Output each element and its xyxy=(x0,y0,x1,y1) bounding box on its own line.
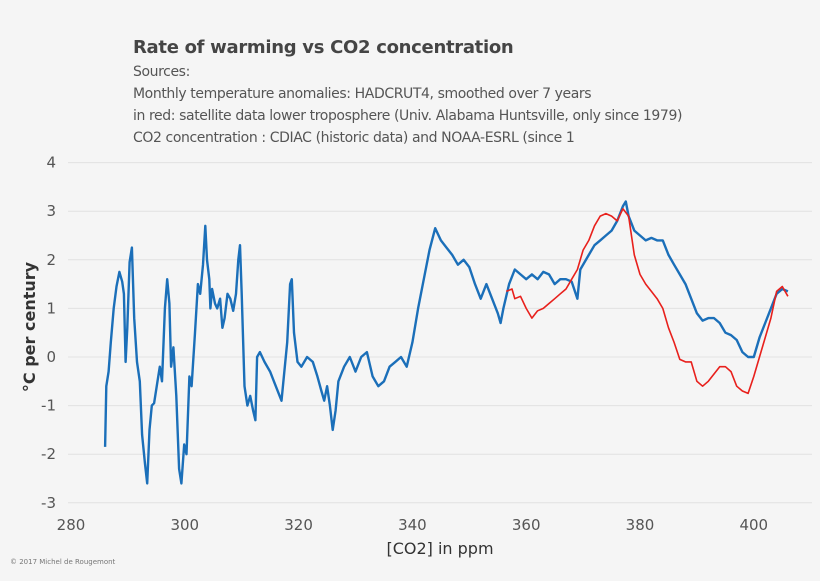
x-tick-label: 380 xyxy=(626,516,655,534)
y-axis-label: °C per century xyxy=(20,261,39,392)
x-tick-label: 300 xyxy=(170,516,199,534)
x-tick-label: 320 xyxy=(284,516,313,534)
x-tick-label: 280 xyxy=(57,516,86,534)
y-tick-label: 2 xyxy=(46,251,56,269)
subtitle-line: Monthly temperature anomalies: HADCRUT4,… xyxy=(133,86,592,102)
y-tick-label: 1 xyxy=(46,299,56,317)
x-tick-label: 400 xyxy=(739,516,768,534)
series-line-hadcrut xyxy=(103,200,789,485)
y-tick-label: 0 xyxy=(46,348,56,366)
x-tick-label: 340 xyxy=(398,516,427,534)
series-line-satellite xyxy=(505,208,789,395)
y-tick-label: -2 xyxy=(41,445,56,463)
y-tick-label: -1 xyxy=(41,397,56,415)
subtitle-line: CO2 concentration : CDIAC (historic data… xyxy=(133,130,575,146)
subtitle-line: in red: satellite data lower troposphere… xyxy=(133,108,683,124)
x-axis-label: [CO2] in ppm xyxy=(386,539,493,558)
y-tick-label: 4 xyxy=(46,154,56,172)
y-tick-label: 3 xyxy=(46,202,56,220)
chart-title: Rate of warming vs CO2 concentration xyxy=(133,37,514,58)
x-tick-label: 360 xyxy=(512,516,541,534)
copyright: © 2017 Michel de Rougemont xyxy=(10,558,116,566)
subtitle-line: Sources: xyxy=(133,64,190,80)
y-tick-label: -3 xyxy=(41,494,56,512)
